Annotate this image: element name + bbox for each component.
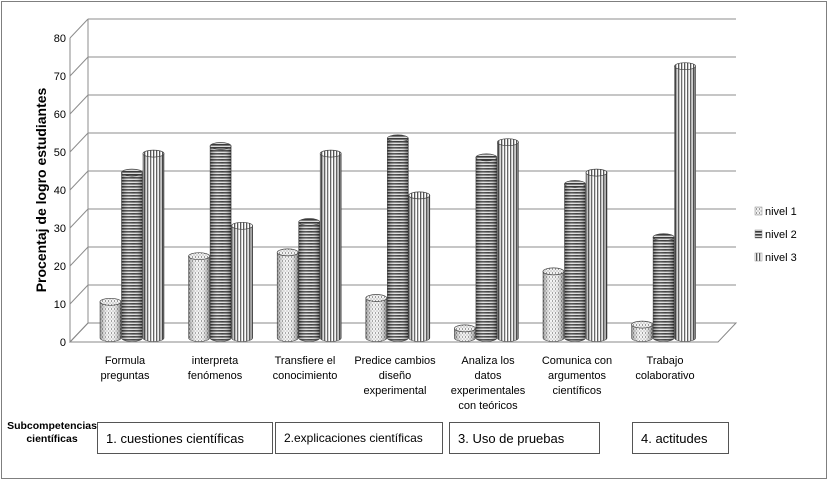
bar-nivel1-cat4: [365, 294, 388, 342]
bar-nivel2-cat5: [475, 153, 498, 342]
bar-nivel2-cat3: [298, 218, 321, 342]
bars: [99, 62, 696, 342]
y-tick-label: 10: [54, 299, 66, 311]
legend-item-nivel2: nivel 2: [754, 229, 797, 241]
y-tick-label: 20: [54, 261, 66, 273]
y-tick-label: 30: [54, 223, 66, 235]
bar-nivel2-cat6: [564, 180, 586, 342]
y-tick-label: 40: [54, 185, 66, 197]
group-box-cuestiones: 1. cuestiones científicas: [97, 422, 273, 454]
bar-nivel3-cat4: [408, 191, 431, 342]
x-category-label-3: Transfiere el conocimiento: [273, 355, 338, 382]
legend-item-nivel3: nivel 3: [754, 252, 797, 264]
bar-nivel3-cat7: [674, 62, 696, 342]
y-axis-label: Procentaj de logro estudiantes: [33, 87, 49, 292]
bar-nivel1-cat1: [99, 297, 122, 342]
bar-nivel3-cat2: [231, 221, 253, 342]
bar-nivel1-cat2: [188, 252, 210, 342]
legend-label: nivel 1: [765, 206, 797, 218]
bar-nivel1-cat5: [454, 324, 476, 342]
legend-swatch: [754, 252, 763, 262]
group-box-actitudes: 4. actitudes: [632, 422, 729, 454]
x-category-label-7: Trabajo colaborativo: [635, 355, 694, 382]
bar-nivel3-cat5: [497, 138, 519, 342]
bar-nivel1-cat6: [542, 267, 565, 342]
x-category-label-2: interpreta fenómenos: [188, 355, 243, 382]
legend: nivel 1 nivel 2 nivel 3: [754, 206, 797, 264]
subcompetencias-line-2: científicas: [26, 433, 78, 445]
x-axis-labels: Formula preguntas interpreta fenómenos Trans…: [101, 355, 695, 412]
bar-nivel2-cat1: [121, 168, 143, 342]
y-tick-label: 0: [60, 337, 66, 349]
bar-nivel2-cat4: [386, 134, 409, 342]
group-box-explicaciones: 2.explicaciones científicas: [275, 422, 443, 454]
group-box-uso-pruebas: 3. Uso de pruebas: [449, 422, 600, 454]
y-tick-label: 50: [54, 147, 66, 159]
y-tick-label: 60: [54, 109, 66, 121]
legend-swatch: [754, 206, 763, 216]
x-category-label-5: Analiza los datos experimentales con teóric…: [451, 355, 526, 412]
subcompetencias-line-1: Subcompetencias: [7, 420, 97, 432]
legend-swatch: [754, 229, 763, 239]
subcompetencias-label: Subcompetencias científicas: [6, 420, 98, 446]
bar-nivel2-cat7: [652, 233, 675, 342]
bar-nivel3-cat3: [319, 149, 342, 342]
bar-nivel1-cat7: [631, 320, 653, 342]
bar-nivel3-cat1: [142, 149, 165, 342]
legend-label: nivel 2: [765, 229, 797, 241]
bar-nivel1-cat3: [276, 248, 299, 342]
legend-label: nivel 3: [765, 252, 797, 264]
x-category-label-4: Predice cambios diseño experimental: [354, 355, 436, 397]
y-tick-label: 80: [54, 33, 66, 45]
bar-nivel2-cat2: [209, 142, 232, 342]
x-category-label-1: Formula preguntas: [101, 355, 150, 382]
y-tick-label: 70: [54, 71, 66, 83]
x-category-label-6: Comunica con argumentos científicos: [542, 355, 612, 397]
y-axis: 0 10 20 30 40 50 60 70 80: [54, 33, 66, 349]
legend-item-nivel1: nivel 1: [754, 206, 797, 218]
bar-nivel3-cat6: [585, 168, 608, 342]
